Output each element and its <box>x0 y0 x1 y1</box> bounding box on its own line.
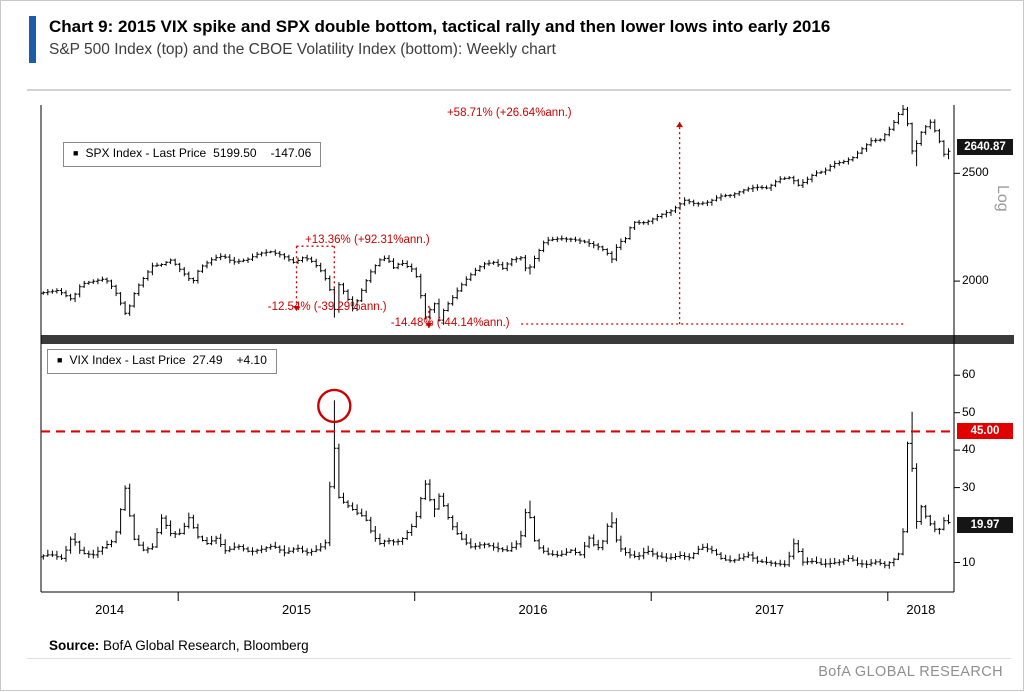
footer-divider <box>27 658 1011 659</box>
vix-spike-circle <box>317 388 352 424</box>
chart-subtitle: S&P 500 Index (top) and the CBOE Volatil… <box>49 41 556 59</box>
spx-legend-value: 5199.50 <box>213 146 257 160</box>
chart-title: Chart 9: 2015 VIX spike and SPX double b… <box>49 17 831 36</box>
annotation-arrow-icon <box>676 122 684 128</box>
brand-mark: BofA GLOBAL RESEARCH <box>818 664 1003 680</box>
spx-legend: ■ SPX Index - Last Price 5199.50 -147.06 <box>63 142 322 167</box>
vix-last-price-label: 19.97 <box>957 517 1013 534</box>
vix-threshold-price-label: 45.00 <box>957 423 1013 440</box>
header-divider <box>27 89 1011 91</box>
source-text: BofA Global Research, Bloomberg <box>99 638 309 653</box>
spx-price-bars <box>41 105 951 325</box>
annotation-arrow-icon <box>425 322 433 328</box>
plot-frame <box>40 105 955 593</box>
vix-legend-swatch-icon: ■ <box>57 355 63 365</box>
title-accent-bar <box>29 16 36 63</box>
header: Chart 9: 2015 VIX spike and SPX double b… <box>29 16 830 63</box>
spx-legend-change: -147.06 <box>270 146 312 160</box>
vix-price-bars <box>41 400 951 569</box>
spx-legend-swatch-icon: ■ <box>73 148 79 158</box>
vix-legend-label: VIX Index - Last Price <box>69 353 186 367</box>
spx-legend-label: SPX Index - Last Price <box>85 146 207 160</box>
title-block: Chart 9: 2015 VIX spike and SPX double b… <box>49 16 830 63</box>
source-line: Source: BofA Global Research, Bloomberg <box>49 638 309 653</box>
annotation-arrow-icon <box>292 305 300 311</box>
panel-separator <box>41 335 1014 344</box>
spx-last-price-label: 2640.87 <box>957 138 1013 155</box>
vix-legend-change: +4.10 <box>236 353 267 367</box>
log-scale-label: Log <box>994 185 1011 212</box>
source-label: Source: <box>49 638 100 653</box>
vix-legend-value: 27.49 <box>192 353 223 367</box>
vix-legend: ■ VIX Index - Last Price 27.49 +4.10 <box>47 349 277 374</box>
